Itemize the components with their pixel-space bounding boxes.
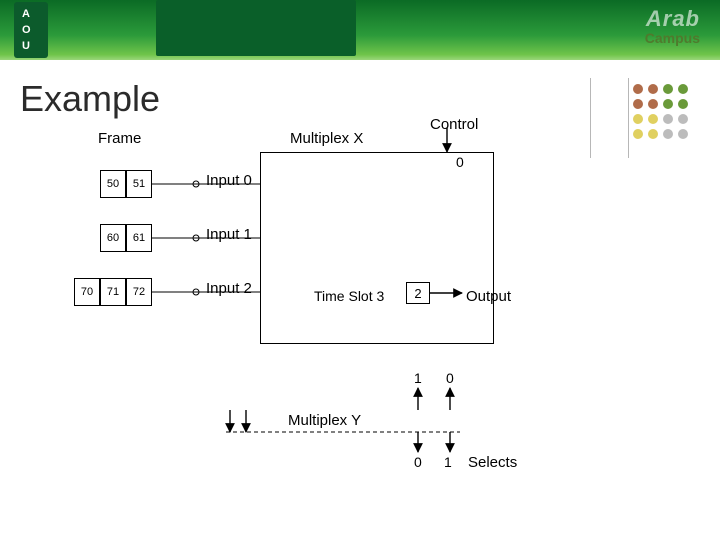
dot — [663, 99, 673, 109]
logo-letter: A — [22, 8, 30, 20]
dot — [663, 114, 673, 124]
logo-letter: U — [22, 40, 30, 52]
dot — [648, 129, 658, 139]
label-mux-x: Multiplex X — [290, 130, 363, 147]
divider — [628, 78, 629, 158]
flag-graphic — [156, 0, 356, 56]
label-y-left: 1 — [414, 370, 422, 386]
dot — [648, 114, 658, 124]
label-sel-left: 0 — [414, 454, 422, 470]
frame-cell: 71 — [100, 278, 126, 306]
dot — [678, 129, 688, 139]
frame-cell: 70 — [74, 278, 100, 306]
frame-cell: 51 — [126, 170, 152, 198]
label-input2: Input 2 — [206, 280, 252, 297]
label-sel-right: 1 — [444, 454, 452, 470]
logo-block — [14, 2, 48, 58]
label-selects: Selects — [468, 454, 517, 471]
label-mux-y: Multiplex Y — [288, 412, 361, 429]
dot — [633, 129, 643, 139]
dot — [633, 99, 643, 109]
divider — [590, 78, 591, 158]
dot — [633, 114, 643, 124]
dot — [678, 114, 688, 124]
dot — [678, 99, 688, 109]
dot-grid — [633, 84, 690, 141]
page-title: Example — [20, 78, 160, 120]
frame-cell: 72 — [126, 278, 152, 306]
brand-line1: Arab — [645, 6, 700, 32]
dot — [648, 84, 658, 94]
label-input1: Input 1 — [206, 226, 252, 243]
label-control: Control — [430, 116, 478, 133]
dot — [648, 99, 658, 109]
dot — [663, 129, 673, 139]
header-fade — [0, 60, 720, 76]
label-frame: Frame — [98, 130, 141, 147]
logo-letter: O — [22, 24, 31, 36]
frame-cell: 50 — [100, 170, 126, 198]
brand-text: Arab Campus — [645, 6, 700, 46]
dot — [678, 84, 688, 94]
brand-line2: Campus — [645, 30, 700, 46]
mux-x-box — [260, 152, 494, 344]
frame-cell: 61 — [126, 224, 152, 252]
frame-cell: 60 — [100, 224, 126, 252]
dot — [633, 84, 643, 94]
label-y-right: 0 — [446, 370, 454, 386]
label-input0: Input 0 — [206, 172, 252, 189]
dot — [663, 84, 673, 94]
